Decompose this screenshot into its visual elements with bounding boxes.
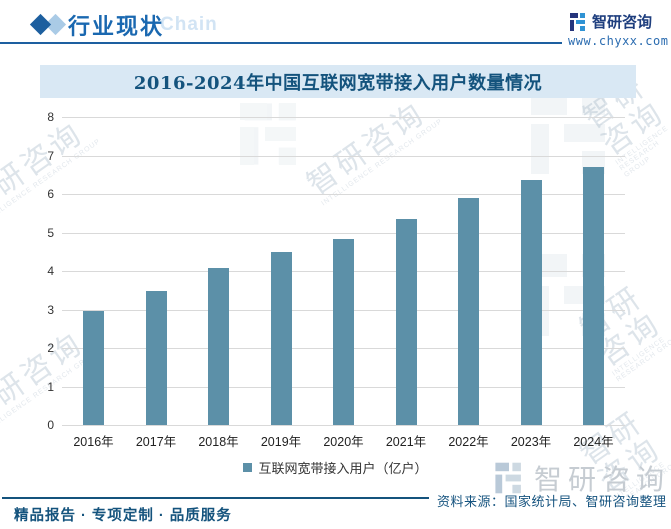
gridline <box>62 194 625 195</box>
bar-2017年 <box>145 290 167 425</box>
legend-label: 互联网宽带接入用户（亿户） <box>258 461 428 476</box>
bar-2021年 <box>395 218 417 425</box>
y-axis-tick-label: 2 <box>47 341 54 355</box>
section-title: 行业现状 <box>68 14 165 39</box>
bar-2020年 <box>333 238 354 425</box>
gridline <box>62 117 625 118</box>
chart-legend: 互联网宽带接入用户（亿户） <box>0 458 671 477</box>
bar-2019年 <box>270 252 292 425</box>
x-axis-tick-label: 2018年 <box>198 435 239 449</box>
data-source-note: 资料来源：国家统计局、智研咨询整理 <box>437 494 667 509</box>
bar-2024年 <box>583 166 604 425</box>
watermark-chain-text: Chain <box>160 14 218 35</box>
x-axis-tick-label: 2021年 <box>385 435 427 449</box>
footer-divider <box>2 497 429 499</box>
y-axis-tick-label: 4 <box>47 264 54 278</box>
x-axis-tick-label: 2023年 <box>510 435 552 449</box>
y-axis-tick-label: 5 <box>47 225 54 240</box>
bar-2016年 <box>83 310 104 425</box>
gridline <box>62 232 625 234</box>
header-divider <box>0 42 562 44</box>
x-axis-tick-label: 2022年 <box>448 435 489 449</box>
gridline <box>62 155 625 157</box>
brand-url[interactable]: www.chyxx.com <box>568 34 669 48</box>
chart-title: 2016-2024年中国互联网宽带接入用户数量情况 <box>133 72 543 94</box>
x-axis-tick-label: 2024年 <box>573 435 614 449</box>
bar-2023年 <box>520 180 542 425</box>
bar-2022年 <box>458 197 479 425</box>
chart-title-banner: 2016-2024年中国互联网宽带接入用户数量情况 <box>40 65 636 98</box>
footer-tagline: 精品报告 · 专项定制 · 品质服务 <box>14 508 232 524</box>
x-axis-tick-label: 2020年 <box>323 435 364 449</box>
y-axis-tick-label: 7 <box>47 148 54 163</box>
y-axis-tick-label: 6 <box>47 187 54 201</box>
y-axis-tick-label: 1 <box>47 379 54 394</box>
x-axis-tick-label: 2017年 <box>135 435 177 449</box>
x-axis-tick-label: 2019年 <box>260 435 302 449</box>
y-axis-tick-label: 8 <box>47 110 54 124</box>
brand-name: 智研咨询 <box>592 14 653 31</box>
legend-swatch <box>243 463 253 472</box>
bar-2018年 <box>208 268 229 425</box>
x-axis-tick-label: 2016年 <box>73 435 114 449</box>
gridline <box>62 425 625 426</box>
brand-logo-icon <box>570 12 585 31</box>
y-axis-tick-label: 0 <box>47 418 54 432</box>
brand-block[interactable]: 智研咨询 www.chyxx.com <box>568 11 669 48</box>
y-axis-tick-label: 3 <box>47 302 54 317</box>
